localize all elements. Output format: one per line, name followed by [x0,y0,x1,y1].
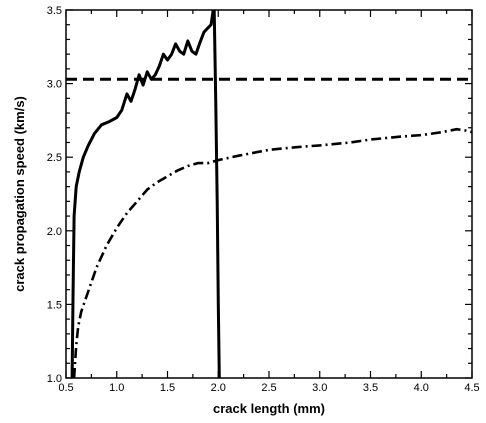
x-tick-label: 2.5 [261,382,276,394]
y-tick-label: 1.5 [47,299,62,311]
x-tick-label: 0.5 [58,382,73,394]
x-tick-label: 1.0 [109,382,124,394]
y-axis-title: crack propagation speed (km/s) [12,96,27,292]
x-tick-label: 4.0 [414,382,429,394]
plot-frame [65,9,473,379]
y-tick-label: 3.0 [47,79,62,91]
y-tick-label: 2.5 [47,152,62,164]
y-tick-label: 3.5 [47,5,62,17]
series-line-solid [70,10,221,378]
plot-area [66,10,472,378]
y-tick-label: 2.0 [47,226,62,238]
x-tick-label: 4.5 [464,382,479,394]
x-tick-label: 1.5 [160,382,175,394]
series-line-dashdot [72,127,472,378]
x-axis-title: crack length (mm) [213,401,325,416]
x-tick-label: 3.0 [312,382,327,394]
axes: 0.5 1.0 1.5 2.0 2.5 3.0 3.5 4.0 4.51.01.52.02.53… [47,5,480,394]
x-tick-label: 2.0 [211,382,226,394]
x-tick-label: 3.5 [363,382,378,394]
y-tick-label: 1.0 [47,373,62,385]
